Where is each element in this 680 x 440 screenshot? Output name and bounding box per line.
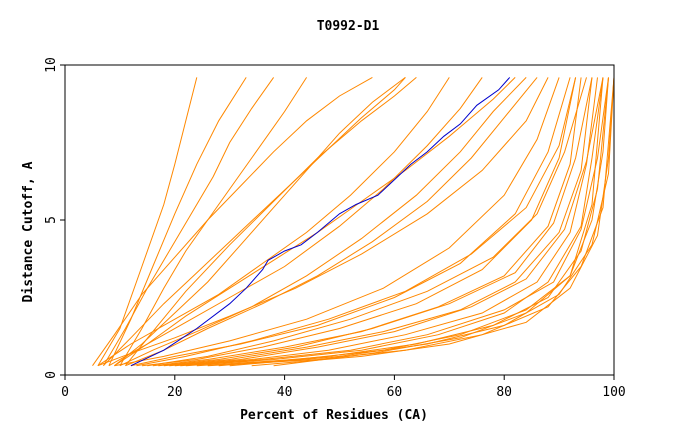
series-line-1 xyxy=(97,77,198,366)
plot-area xyxy=(92,76,615,367)
series-line-17 xyxy=(185,77,604,367)
series-line-7 xyxy=(125,77,417,367)
series-line-26 xyxy=(158,77,593,367)
series-line-32 xyxy=(125,77,538,367)
series-line-31 xyxy=(114,77,516,367)
x-tick-label: 80 xyxy=(496,385,512,400)
series-line-29 xyxy=(102,77,275,366)
x-tick-label: 20 xyxy=(167,385,183,400)
series-line-24 xyxy=(147,77,587,367)
series-line-28 xyxy=(180,77,609,367)
series-line-15 xyxy=(163,77,593,367)
x-tick-label: 60 xyxy=(387,385,403,400)
x-tick-label: 40 xyxy=(277,385,293,400)
series-line-19 xyxy=(207,77,615,367)
highlight-series-line xyxy=(130,77,511,367)
series-line-4 xyxy=(103,77,406,367)
chart-title: T0992-D1 xyxy=(317,19,380,34)
series-line-21 xyxy=(251,77,615,367)
series-line-20 xyxy=(229,77,615,367)
series-line-22 xyxy=(218,77,609,367)
series-line-18 xyxy=(196,77,609,367)
x-tick-label: 0 xyxy=(61,385,69,400)
axes: 0 20 40 60 80 100 0 5 10 xyxy=(44,57,626,400)
series-line-3 xyxy=(119,77,308,366)
series-line-30 xyxy=(92,76,373,366)
y-tick-label: 10 xyxy=(44,57,59,73)
series-line-8 xyxy=(108,77,483,367)
series-line-23 xyxy=(273,77,604,367)
y-tick-label: 0 xyxy=(44,371,59,379)
y-tick-label: 5 xyxy=(44,216,59,224)
series-line-10 xyxy=(97,77,549,367)
series-line-6 xyxy=(97,77,450,367)
series-line-9 xyxy=(119,77,527,367)
series-line-12 xyxy=(130,77,571,367)
x-axis-label: Percent of Residues (CA) xyxy=(240,408,428,423)
series-line-25 xyxy=(136,77,577,367)
y-axis-label: Distance Cutoff, A xyxy=(21,161,36,302)
x-tick-label: 100 xyxy=(602,385,625,400)
series-line-11 xyxy=(114,77,560,367)
series-line-13 xyxy=(141,77,577,367)
series-line-27 xyxy=(169,77,604,367)
series-line-16 xyxy=(174,77,598,367)
